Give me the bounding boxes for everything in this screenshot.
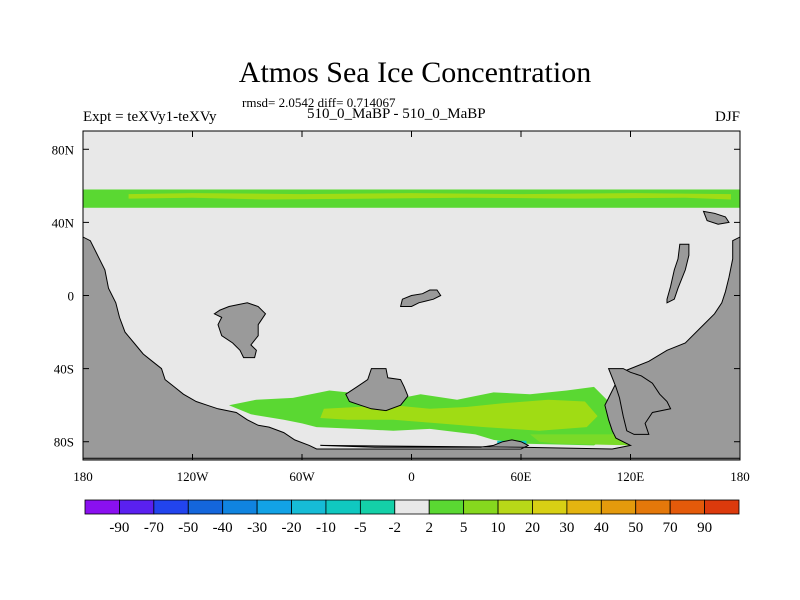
colorbar-swatch — [222, 499, 258, 515]
colorbar-swatch — [669, 499, 705, 515]
colorbar-label: -20 — [282, 520, 302, 536]
colorbar-swatch — [84, 499, 120, 515]
colorbar-swatch — [153, 499, 189, 515]
land-island-northeast — [702, 210, 730, 225]
land-island-east-strip — [666, 243, 690, 304]
colorbar-swatch — [566, 499, 602, 515]
colorbar-swatch — [256, 499, 292, 515]
colorbar-label: 10 — [491, 520, 506, 536]
x-tick-label: 180 — [730, 469, 750, 484]
colorbar-label: 90 — [697, 520, 712, 536]
land-island-center — [399, 289, 442, 307]
map-axes: 180 120W 60W 0 60E 120E 180 80N 40N 0 40S 80S — [52, 131, 750, 484]
period-label: 510_0_MaBP - 510_0_MaBP — [307, 106, 486, 122]
x-tick-label: 120E — [617, 469, 645, 484]
sea-ice-bands — [83, 189, 740, 446]
northern-ice-band — [83, 189, 740, 208]
colorbar-swatch — [428, 499, 465, 515]
colorbar-label: 50 — [628, 520, 643, 536]
colorbar: -90 -70 -50 -40 -30 -20 -10 -5 -2 2 5 10 20 30 40 50 70 9… — [84, 499, 740, 536]
colorbar-label: 2 — [425, 520, 433, 536]
y-tick-label: 40S — [54, 362, 74, 377]
colorbar-label: -2 — [389, 520, 402, 536]
x-tick-label: 180 — [73, 469, 93, 484]
stats-label: rmsd= 2.0542 diff= 0.714067 — [242, 95, 396, 110]
plot-title: Atmos Sea Ice Concentration — [238, 56, 592, 89]
land-island-south — [345, 368, 409, 412]
colorbar-swatch — [394, 499, 430, 515]
colorbar-swatch — [187, 499, 224, 515]
experiment-label: Expt = teXVy1-teXVy — [83, 109, 217, 125]
colorbar-label: -50 — [178, 520, 198, 536]
colorbar-label: 40 — [594, 520, 609, 536]
colorbar-swatch — [463, 499, 499, 515]
y-tick-label: 80N — [52, 142, 75, 157]
colorbar-swatch — [291, 499, 327, 515]
colorbar-label: 30 — [559, 520, 574, 536]
colorbar-label: -90 — [109, 520, 129, 536]
colorbar-label: -5 — [354, 520, 367, 536]
colorbar-swatch — [600, 499, 637, 515]
colorbar-swatch — [704, 499, 740, 515]
colorbar-label: -70 — [144, 520, 164, 536]
colorbar-swatch — [359, 499, 396, 515]
colorbar-swatch — [119, 499, 155, 515]
colorbar-swatch — [532, 499, 568, 515]
x-tick-label: 120W — [177, 469, 210, 484]
colorbar-label: 70 — [663, 520, 678, 536]
x-tick-label: 0 — [408, 469, 415, 484]
colorbar-swatch — [497, 499, 533, 515]
northern-band-core — [128, 193, 731, 200]
y-tick-label: 40N — [52, 215, 75, 230]
southern-band-ross — [530, 434, 631, 446]
land-island-west — [213, 302, 267, 359]
land-masses — [83, 210, 740, 460]
colorbar-swatch — [635, 499, 671, 515]
colorbar-swatch — [325, 499, 361, 515]
colorbar-label: -10 — [316, 520, 336, 536]
x-tick-label: 60W — [289, 469, 315, 484]
land-west-gondwana — [83, 236, 740, 460]
colorbar-label: -40 — [213, 520, 233, 536]
y-tick-label: 80S — [54, 435, 74, 450]
season-label: DJF — [714, 109, 740, 125]
y-tick-label: 0 — [68, 289, 75, 304]
colorbar-label: 20 — [525, 520, 540, 536]
x-tick-label: 60E — [511, 469, 532, 484]
colorbar-label: 5 — [460, 520, 468, 536]
land-east-peninsula — [607, 368, 672, 435]
colorbar-label: -30 — [247, 520, 267, 536]
